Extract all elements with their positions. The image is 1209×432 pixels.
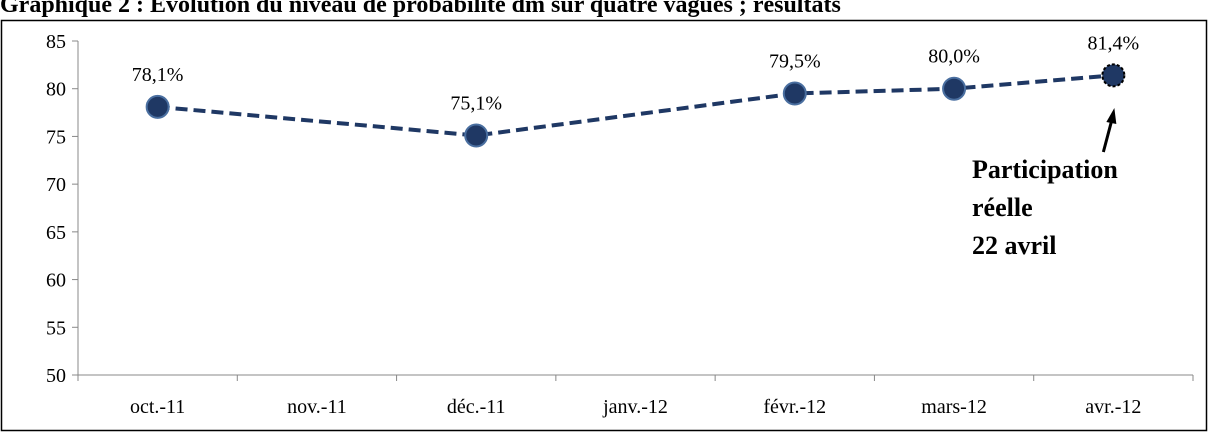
- value-label: 79,5%: [769, 50, 821, 72]
- x-tick-label: mars-12: [921, 396, 987, 418]
- y-tick-label: 85: [46, 31, 66, 53]
- y-tick-label: 70: [46, 174, 66, 196]
- data-point: [464, 123, 489, 148]
- annotation-arrow: [1101, 117, 1114, 153]
- y-tick-label: 65: [46, 222, 66, 244]
- x-tick-label: nov.-11: [287, 396, 347, 418]
- annotation-arrowhead: [1106, 108, 1117, 124]
- annotation: 22 avril: [972, 231, 1057, 260]
- chart-title: Graphique 2 : Evolution du niveau de pro…: [0, 0, 841, 18]
- value-label: 80,0%: [928, 46, 980, 68]
- chart-frame: [0, 19, 1208, 432]
- data-point: [942, 76, 967, 101]
- value-label: 81,4%: [1088, 32, 1140, 54]
- annotation: Participation: [972, 155, 1118, 184]
- x-tick-label: janv.-12: [602, 396, 668, 418]
- x-tick-label: déc.-11: [447, 396, 506, 418]
- x-tick-label: oct.-11: [130, 396, 185, 418]
- y-tick-label: 60: [46, 270, 66, 292]
- y-tick-label: 55: [46, 317, 66, 339]
- data-point: [1101, 63, 1126, 88]
- x-tick-label: avr.-12: [1085, 396, 1141, 418]
- y-tick-label: 80: [46, 79, 66, 101]
- data-line: [157, 73, 1114, 138]
- y-tick-label: 50: [46, 365, 66, 387]
- annotation: réelle: [972, 193, 1033, 222]
- value-label: 78,1%: [132, 64, 184, 86]
- x-tick-label: févr.-12: [763, 396, 826, 418]
- data-point: [145, 94, 170, 119]
- y-tick-label: 75: [46, 126, 66, 148]
- data-point: [782, 81, 807, 106]
- value-label: 75,1%: [450, 92, 502, 114]
